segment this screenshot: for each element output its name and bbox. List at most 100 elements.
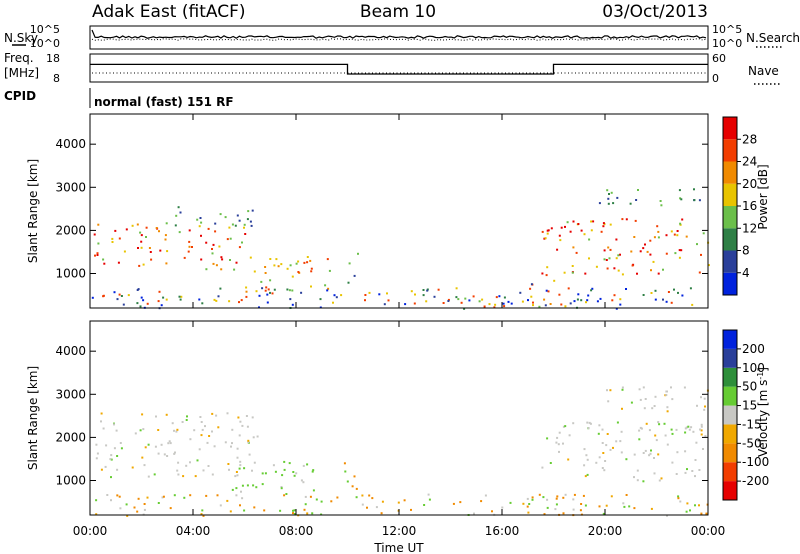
scatter-cell [598, 424, 601, 427]
scatter-cell [111, 237, 114, 240]
scatter-cell [114, 229, 117, 232]
scatter-cell [102, 427, 105, 430]
scatter-cell [273, 288, 276, 291]
scatter-cell [619, 253, 621, 256]
nsky-label: N.Sky [4, 31, 38, 45]
scatter-cell [201, 509, 204, 512]
scatter-cell [216, 494, 219, 497]
scatter-cell [346, 480, 349, 483]
colorbar-cell [723, 424, 737, 444]
scatter-cell [154, 445, 157, 448]
xtick-label: 12:00 [382, 524, 417, 538]
scatter-cell [292, 512, 294, 515]
scatter-cell [199, 217, 202, 219]
scatter-cell [188, 245, 191, 248]
scatter-cell [610, 191, 613, 194]
scatter-cell [139, 231, 142, 234]
scatter-cell [105, 444, 108, 447]
scatter-cell [573, 300, 576, 303]
velocity-yticks: 1000 2000 3000 4000 [55, 344, 708, 488]
scatter-cell [587, 294, 590, 297]
scatter-cell [502, 302, 505, 305]
scatter-cell [457, 298, 460, 301]
scatter-cell [665, 394, 668, 396]
scatter-cell [94, 254, 96, 257]
scatter-cell [634, 219, 637, 222]
scatter-cell [674, 252, 677, 255]
colorbar-tick-label: 15 [742, 399, 757, 413]
colorbar-cell [723, 272, 737, 295]
scatter-cell [147, 475, 150, 478]
scatter-cell [198, 298, 201, 301]
scatter-cell [642, 452, 645, 454]
scatter-cell [238, 246, 241, 249]
scatter-cell [344, 470, 347, 473]
scatter-cell [599, 297, 602, 300]
colorbar-cell [723, 462, 737, 482]
scatter-cell [273, 264, 276, 267]
scatter-cell [236, 474, 239, 477]
scatter-cell [493, 306, 496, 309]
velocity-colorbar-label: Velocity [m s-1] [756, 367, 771, 457]
scatter-cell [550, 227, 553, 230]
scatter-cell [118, 495, 121, 498]
scatter-cell [671, 432, 674, 435]
scatter-cell [291, 275, 294, 278]
scatter-cell [629, 202, 632, 205]
nsky-tick-bottom: 10^0 [30, 37, 60, 50]
scatter-cell [328, 269, 331, 272]
scatter-cell [229, 237, 232, 240]
scatter-cell [118, 237, 121, 240]
scatter-cell [158, 230, 160, 233]
scatter-cell [179, 211, 182, 214]
scatter-cell [677, 497, 680, 500]
scatter-cell [654, 395, 657, 398]
scatter-cell [546, 232, 549, 235]
scatter-cell [227, 463, 230, 465]
scatter-cell [700, 396, 702, 399]
scatter-cell [116, 494, 119, 497]
scatter-cell [241, 241, 243, 244]
scatter-cell [543, 237, 546, 240]
scatter-cell [145, 226, 148, 229]
scatter-cell [306, 512, 309, 515]
scatter-cell [143, 508, 146, 511]
scatter-cell [613, 267, 616, 270]
scatter-cell [527, 511, 530, 514]
scatter-cell [234, 475, 237, 478]
scatter-cell [200, 434, 203, 437]
scatter-cell [241, 497, 244, 500]
scatter-cell [235, 494, 238, 497]
scatter-cell [572, 422, 575, 425]
scatter-cell [620, 430, 623, 433]
freq-panel: Freq. [MHz] 18 8 60 0 Nave [4, 51, 780, 85]
xtick-label: 08:00 [279, 524, 314, 538]
scatter-cell [679, 223, 682, 226]
scatter-cell [588, 238, 591, 241]
scatter-cell [368, 494, 371, 497]
scatter-cell [663, 422, 666, 425]
scatter-cell [319, 298, 322, 301]
scatter-cell [572, 508, 575, 511]
scatter-cell [246, 425, 249, 428]
scatter-cell [544, 304, 547, 307]
scatter-cell [640, 427, 643, 430]
scatter-cell [95, 499, 98, 502]
scatter-cell [137, 247, 139, 249]
freq-line [90, 63, 708, 75]
scatter-cell [590, 229, 593, 232]
scatter-cell [572, 220, 575, 223]
power-scatter-group [91, 188, 710, 310]
scatter-cell [118, 293, 121, 296]
scatter-cell [576, 298, 579, 301]
power-ylabel: Slant Range [km] [26, 159, 40, 263]
scatter-cell [615, 307, 618, 310]
scatter-cell [410, 290, 413, 293]
scatter-cell [585, 454, 588, 457]
scatter-cell [224, 441, 227, 444]
scatter-cell [495, 296, 498, 299]
colorbar-frame [722, 329, 738, 501]
scatter-cell [189, 438, 192, 441]
scatter-cell [312, 469, 315, 472]
